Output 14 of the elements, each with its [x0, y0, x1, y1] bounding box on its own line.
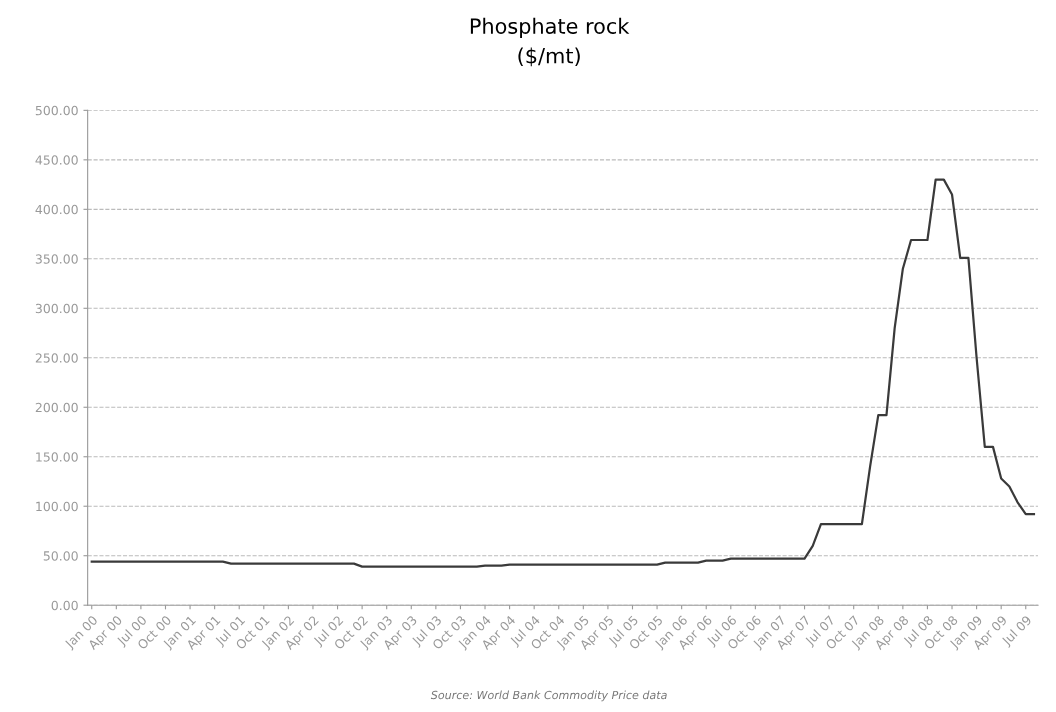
y-tick-label: 50.00: [43, 551, 78, 561]
source-note: Source: World Bank Commodity Price data: [430, 690, 667, 702]
y-tick-label: 250.00: [35, 353, 78, 363]
y-tick-label: 0.00: [51, 600, 78, 611]
y-tick-label: 300.00: [35, 303, 78, 314]
y-tick-label: 100.00: [36, 501, 78, 512]
line-series: [90, 178, 1036, 568]
y-tick-label: 200.00: [35, 402, 78, 413]
y-tick-label: 500.00: [35, 105, 78, 116]
y-tick-label: 150.00: [36, 452, 78, 462]
y-tick-label: 350.00: [35, 254, 78, 264]
y-tick-label: 400.00: [35, 204, 78, 215]
y-tick-label: 450.00: [35, 155, 78, 165]
chart-title: Phosphate rock ($/mt): [470, 17, 630, 67]
